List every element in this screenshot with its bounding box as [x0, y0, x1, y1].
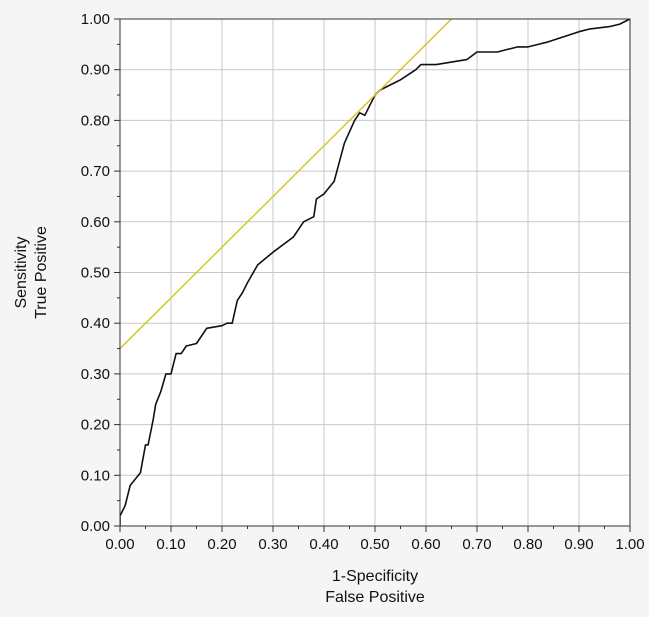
y-tick-label: 0.20: [81, 417, 110, 434]
y-tick-label: 0.80: [81, 112, 110, 129]
x-tick-label: 0.00: [105, 536, 134, 553]
y-axis-label: True Positive: [33, 226, 50, 319]
roc-curve-line: [120, 19, 630, 526]
x-tick-label: 0.10: [156, 536, 185, 553]
axis-labels: 1-Specificity False Positive Sensitivity Tr…: [13, 226, 425, 606]
y-tick-label: 0.10: [81, 467, 110, 484]
x-tick-label: 0.50: [360, 536, 389, 553]
y-tick-label: 0.70: [81, 163, 110, 180]
x-tick-label: 0.70: [462, 536, 491, 553]
x-tick-label: 0.90: [564, 536, 593, 553]
y-tick-label: 0.90: [81, 62, 110, 79]
x-tick-label: 0.30: [258, 536, 287, 553]
series-layer: [120, 19, 630, 526]
x-tick-label: 0.40: [309, 536, 338, 553]
x-tick-label: 0.80: [513, 536, 542, 553]
x-tick-label: 0.60: [411, 536, 440, 553]
y-tick-label: 0.30: [81, 366, 110, 383]
x-tick-label: 0.20: [207, 536, 236, 553]
x-axis-label: 1-Specificity: [332, 568, 418, 585]
x-tick-label: 1.00: [615, 536, 644, 553]
y-tick-label: 0.60: [81, 214, 110, 231]
y-tick-label: 0.50: [81, 265, 110, 282]
y-tick-label: 0.00: [81, 518, 110, 535]
y-tick-label: 1.00: [81, 11, 110, 28]
reference-line: [120, 19, 452, 350]
y-axis-label: Sensitivity: [13, 236, 30, 308]
x-axis-label: False Positive: [325, 589, 425, 606]
plot-frame: [119, 18, 631, 527]
y-tick-label: 0.40: [81, 315, 110, 332]
axis-ticks: 0.00 0.10 0.20 0.30 0.40 0.50 0.60 0.70 0.80 0.90…: [81, 11, 645, 553]
